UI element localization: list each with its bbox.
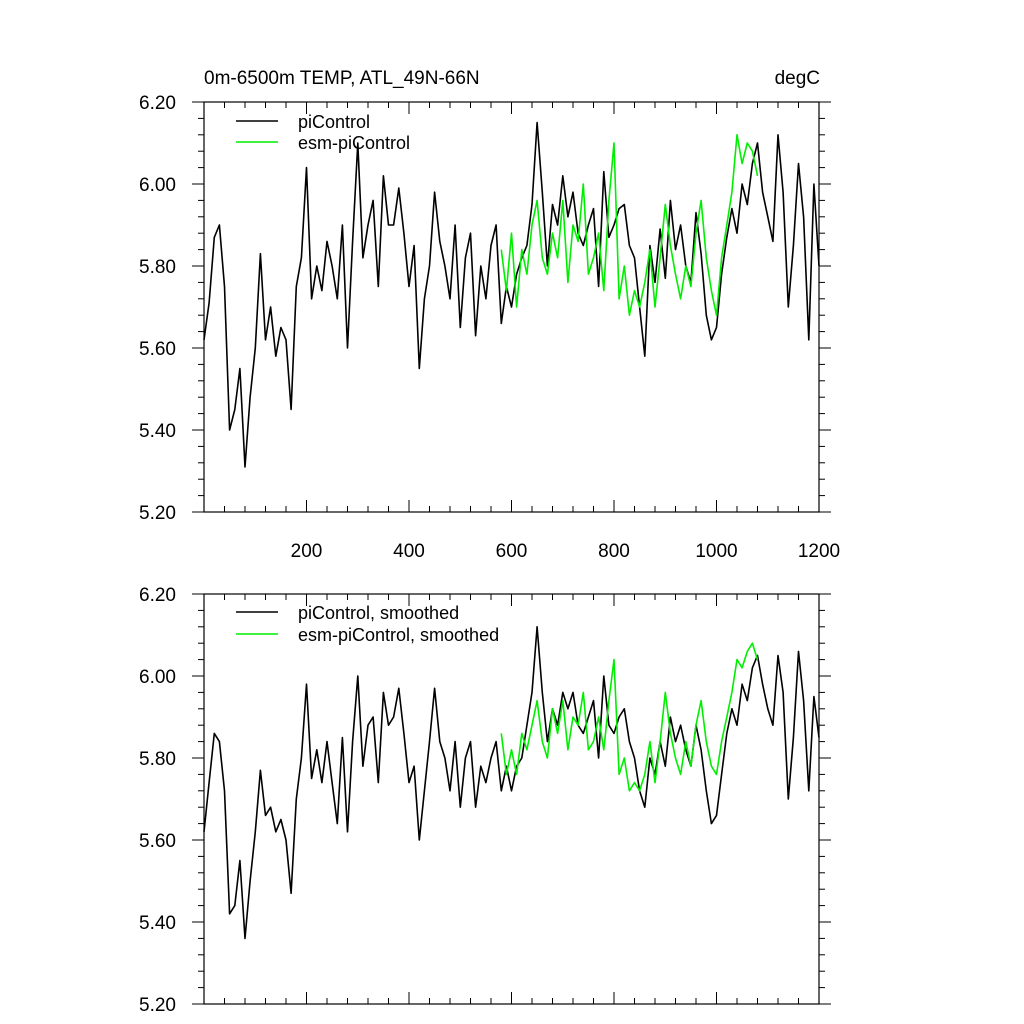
y-tick-label: 6.00 [139, 175, 176, 196]
y-tick-label: 5.40 [139, 421, 176, 442]
legend-label-esm-picontrol-smoothed: esm-piControl, smoothed [298, 625, 499, 645]
picontrol-series-line [203, 625, 820, 940]
legend-label-esm-picontrol: esm-piControl [298, 133, 410, 153]
top-panel-tick-labels: 5.20 5.40 5.60 5.80 6.00 6.20 200 400 600 800 1000… [139, 93, 840, 562]
bottom-panel-tick-labels: 5.20 5.40 5.60 5.80 6.00 6.20 [139, 585, 176, 1016]
top-panel-title: 0m-6500m TEMP, ATL_49N-66N [204, 68, 480, 89]
x-tick-label: 200 [291, 541, 323, 562]
top-panel-units: degC [775, 68, 820, 89]
bottom-panel: 5.20 5.40 5.60 5.80 6.00 6.20 piControl, smoo… [139, 585, 831, 1016]
legend-label-picontrol: piControl [298, 112, 370, 132]
y-tick-label: 6.00 [139, 667, 176, 688]
y-tick-label: 6.20 [139, 93, 176, 114]
top-panel: 0m-6500m TEMP, ATL_49N-66N degC 5.20 5.40… [139, 68, 840, 562]
y-tick-label: 6.20 [139, 585, 176, 606]
y-tick-label: 5.20 [139, 995, 176, 1016]
y-tick-label: 5.20 [139, 503, 176, 524]
esm-picontrol-series-line [500, 642, 759, 792]
bottom-panel-series [203, 625, 820, 940]
y-tick-label: 5.60 [139, 831, 176, 852]
bottom-panel-ticks [192, 593, 831, 1005]
top-panel-ticks [192, 101, 831, 513]
legend-label-picontrol-smoothed: piControl, smoothed [298, 603, 459, 623]
x-tick-label: 400 [393, 541, 425, 562]
y-tick-label: 5.80 [139, 749, 176, 770]
top-panel-frame [203, 101, 820, 513]
x-tick-label: 600 [496, 541, 528, 562]
y-tick-label: 5.80 [139, 257, 176, 278]
x-tick-label: 1000 [695, 541, 737, 562]
top-panel-legend: piControl esm-piControl [236, 112, 410, 153]
esm-picontrol-series-line [500, 134, 759, 317]
top-panel-series [203, 121, 820, 468]
x-tick-label: 1200 [798, 541, 840, 562]
picontrol-series-line [203, 121, 820, 468]
y-tick-label: 5.60 [139, 339, 176, 360]
y-tick-label: 5.40 [139, 913, 176, 934]
bottom-panel-frame [203, 593, 820, 1005]
x-tick-label: 800 [598, 541, 630, 562]
bottom-panel-legend: piControl, smoothed esm-piControl, smoot… [236, 603, 499, 645]
